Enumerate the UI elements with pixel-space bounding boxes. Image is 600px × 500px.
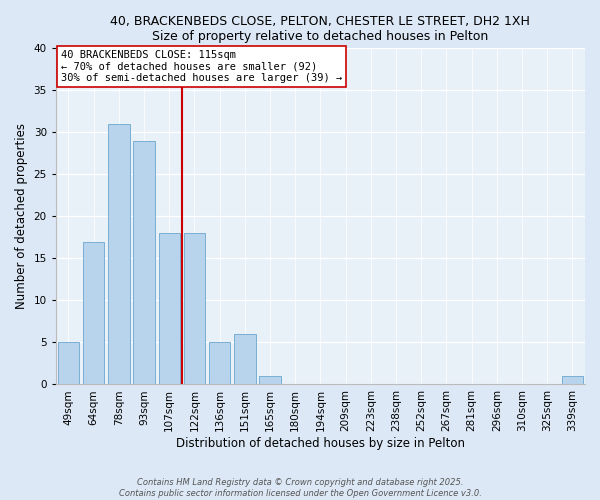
Bar — [562, 376, 583, 384]
Y-axis label: Number of detached properties: Number of detached properties — [15, 124, 28, 310]
Bar — [58, 342, 79, 384]
Bar — [259, 376, 281, 384]
Bar — [83, 242, 104, 384]
X-axis label: Distribution of detached houses by size in Pelton: Distribution of detached houses by size … — [176, 437, 465, 450]
Bar — [234, 334, 256, 384]
Title: 40, BRACKENBEDS CLOSE, PELTON, CHESTER LE STREET, DH2 1XH
Size of property relat: 40, BRACKENBEDS CLOSE, PELTON, CHESTER L… — [110, 15, 530, 43]
Bar — [108, 124, 130, 384]
Bar — [158, 233, 180, 384]
Text: Contains HM Land Registry data © Crown copyright and database right 2025.
Contai: Contains HM Land Registry data © Crown c… — [119, 478, 481, 498]
Text: 40 BRACKENBEDS CLOSE: 115sqm
← 70% of detached houses are smaller (92)
30% of se: 40 BRACKENBEDS CLOSE: 115sqm ← 70% of de… — [61, 50, 343, 83]
Bar — [184, 233, 205, 384]
Bar — [133, 141, 155, 384]
Bar — [209, 342, 230, 384]
